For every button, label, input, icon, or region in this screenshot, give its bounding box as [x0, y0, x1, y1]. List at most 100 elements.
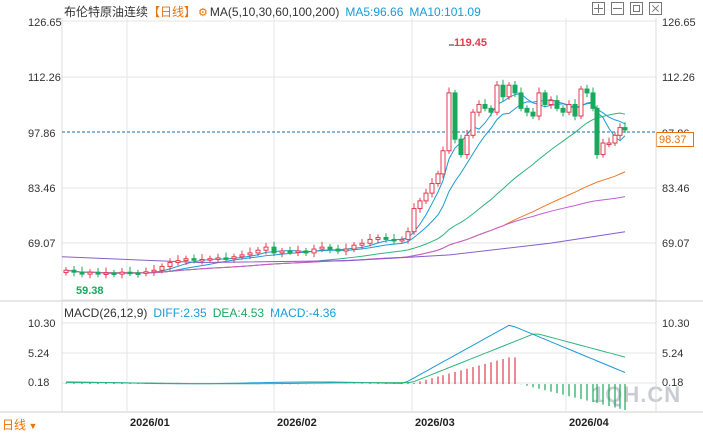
candle-body [423, 192, 429, 202]
macd-label-right: 0.18 [662, 377, 684, 389]
candle-body [359, 242, 365, 246]
ma-settings: MA(5,10,30,60,100,200) [209, 5, 340, 19]
candle-body [542, 92, 548, 105]
candle-body [271, 246, 277, 254]
price-label-right: 83.46 [662, 183, 690, 195]
candle-body [435, 173, 441, 185]
candle-body [191, 258, 197, 261]
candle-body [458, 138, 464, 156]
macd-diff: DIFF:2.35 [153, 306, 207, 320]
candle-body [617, 127, 623, 136]
current-price-tag: 98.37 [656, 132, 694, 147]
low-price-label: 59.38 [76, 285, 104, 297]
candle-body [319, 246, 325, 250]
candle-body [440, 150, 446, 175]
candle-body [383, 236, 389, 240]
candle-body [494, 84, 500, 113]
chart-toolbar [592, 2, 662, 15]
candle-body [143, 271, 149, 274]
moving-averages [61, 93, 626, 274]
candle-body [590, 92, 596, 109]
candle-body [606, 142, 612, 146]
x-axis-label: 2026/03 [415, 417, 455, 429]
macd-value: MACD:-4.36 [270, 306, 337, 320]
square-icon[interactable] [630, 2, 643, 15]
crosshair-icon[interactable] [592, 2, 605, 15]
price-label-left: 97.86 [28, 128, 56, 140]
chart-header: 布伦特原油连续【日线】 ⚙ MA(5,10,30,60,100,200) MA5:96… [64, 3, 481, 20]
price-label-left: 83.46 [28, 183, 56, 195]
candle-body [279, 250, 285, 254]
candle-body [548, 100, 554, 105]
candle-body [572, 103, 578, 117]
macd-lines [65, 324, 626, 385]
candle-body [63, 269, 69, 274]
macd-label-left: 5.24 [28, 348, 50, 360]
candle-body [554, 100, 560, 109]
candle-body [530, 111, 536, 117]
candle-body [399, 238, 405, 242]
candle-body [405, 231, 411, 240]
candle-body [375, 236, 381, 240]
candle-body [175, 260, 181, 264]
candle-body [464, 134, 470, 156]
candle-body [417, 200, 423, 210]
candle-body [600, 142, 606, 156]
candle-body [470, 111, 476, 136]
price-label-left: 112.26 [28, 72, 61, 84]
price-label-left: 69.07 [28, 238, 56, 250]
gear-icon[interactable]: ⚙ [198, 7, 208, 19]
candle-body [446, 92, 452, 152]
candle-body [167, 262, 173, 267]
instrument-name: 布伦特原油连续 [64, 5, 149, 19]
candle-body [263, 246, 269, 251]
period-selector[interactable]: 日线 ▼ [2, 416, 37, 433]
price-label-right: 112.26 [662, 72, 695, 84]
macd-label-left: 10.30 [28, 318, 56, 330]
macd-label-right: 5.24 [662, 348, 684, 360]
candle-body [452, 92, 458, 140]
candle-body [578, 88, 584, 117]
candle-body [512, 84, 518, 94]
candle-body [411, 208, 417, 233]
ma10-line [65, 98, 626, 274]
price-label-right: 126.65 [662, 17, 696, 29]
candle-body [231, 256, 237, 260]
candle-body [239, 254, 245, 258]
macd-label-left: 0.18 [28, 377, 50, 389]
candle-body [566, 103, 572, 113]
x-axis-label: 2026/01 [130, 417, 170, 429]
candle-body [429, 183, 435, 194]
candle-body [524, 107, 530, 113]
candle-body [215, 257, 221, 260]
macd-diff-line [65, 324, 626, 385]
chevron-down-icon: ▼ [26, 421, 38, 431]
candle-body [335, 248, 341, 252]
minus-icon[interactable] [611, 2, 624, 15]
candle-body [506, 84, 512, 98]
candle-body [183, 258, 189, 262]
candle-body [518, 92, 524, 109]
candle-body [343, 248, 349, 252]
macd-dea: DEA:4.53 [212, 306, 265, 320]
candle-body [622, 127, 628, 131]
watermark: 1QH.CN [592, 382, 682, 407]
x-axis-label: 2026/02 [277, 417, 317, 429]
candle-body [303, 250, 309, 254]
candle-body [127, 271, 133, 275]
grid [0, 18, 703, 413]
candle-body [500, 84, 506, 98]
ma5-value: MA5:96.66 [345, 5, 404, 19]
candle-body [111, 272, 117, 275]
price-label-left: 126.65 [28, 17, 62, 29]
period-tag[interactable]: 【日线】 [148, 5, 197, 19]
close-icon[interactable] [649, 2, 662, 15]
candle-body [351, 244, 357, 250]
price-label-right: 69.07 [662, 238, 690, 250]
candle-body [287, 250, 293, 253]
ma10-value: MA10:101.09 [409, 5, 481, 19]
candle-body [79, 271, 85, 275]
candle-body [594, 107, 600, 156]
candle-body [476, 103, 482, 113]
